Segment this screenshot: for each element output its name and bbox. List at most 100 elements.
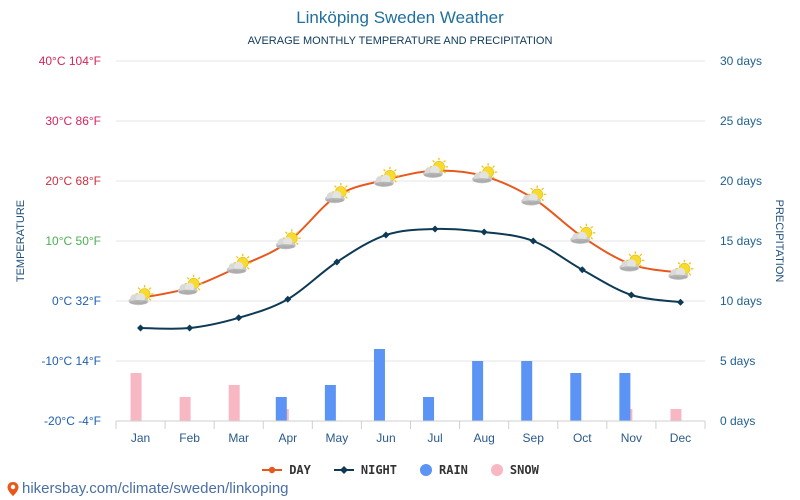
sun-ray	[148, 298, 152, 301]
partly-cloudy-icon	[570, 223, 596, 244]
y-tick-label-right: 15 days	[720, 234, 762, 248]
cloud-shadow	[571, 238, 590, 244]
rain-bar	[570, 373, 582, 421]
partly-cloudy-icon	[521, 185, 547, 206]
cloud-puff	[234, 261, 244, 271]
cloud-icon	[275, 237, 296, 250]
cloud-icon	[570, 231, 591, 244]
x-tick-label: Mar	[228, 431, 249, 445]
cloud-icon	[521, 193, 542, 206]
cloud-puff	[626, 259, 636, 269]
x-tick-label: Jun	[376, 431, 395, 445]
sun-ray	[137, 287, 141, 290]
cloud-puff	[675, 267, 686, 277]
sun-ray	[394, 168, 397, 172]
partly-cloudy-icon	[373, 166, 399, 187]
sun-ray	[590, 225, 594, 229]
cloud-shadow	[620, 266, 639, 271]
cloud-puff	[479, 171, 489, 181]
sun-ray	[246, 255, 250, 259]
cloud-icon	[177, 282, 198, 295]
location-pin-icon	[7, 481, 19, 496]
sun-ray	[295, 242, 299, 246]
cloud-icon	[324, 190, 345, 204]
cloud-icon	[226, 261, 247, 274]
cloud-shadow	[129, 300, 148, 305]
sun-ray	[235, 255, 239, 259]
y-tick-label-left: -10°C 14°F	[41, 354, 101, 368]
x-tick-label: Dec	[670, 431, 691, 445]
sun-ray	[432, 159, 435, 163]
sun-ray	[197, 276, 201, 280]
snow-bar	[670, 409, 682, 421]
rain-bar	[324, 385, 336, 421]
legend-night-label: NIGHT	[360, 463, 397, 477]
sun-ray	[688, 261, 692, 265]
chart-subtitle: AVERAGE MONTHLY TEMPERATURE AND PRECIPIT…	[247, 35, 553, 47]
cloud-shadow	[374, 181, 393, 187]
y-tick-label-right: 5 days	[720, 354, 755, 368]
partly-cloudy-icon	[668, 259, 694, 280]
legend-snow[interactable]: SNOW	[490, 463, 539, 477]
partly-cloudy-icon	[128, 285, 154, 306]
night-point	[382, 231, 390, 239]
cloud-icon	[423, 165, 444, 178]
legend-rain[interactable]: RAIN	[419, 463, 468, 477]
partly-cloudy-icon	[472, 163, 498, 184]
cloud-shadow	[178, 289, 197, 295]
x-tick-label: May	[326, 431, 349, 445]
cloud-shadow	[669, 274, 688, 280]
y-tick-label-right: 10 days	[720, 294, 762, 308]
x-tick-label: Jul	[427, 431, 442, 445]
cloud-icon	[373, 174, 394, 187]
sun-ray	[345, 196, 348, 199]
sun-ray	[148, 287, 152, 290]
y-axis-title-left: TEMPERATURE	[15, 200, 27, 282]
rain-bar	[275, 397, 287, 421]
sun-ray	[295, 231, 299, 235]
legend-night[interactable]: NIGHT	[333, 463, 397, 477]
x-tick-label: Jan	[131, 431, 150, 445]
x-tick-label: Nov	[621, 431, 642, 445]
partly-cloudy-icon	[226, 253, 252, 274]
chart-legend: DAY NIGHT RAIN SNOW	[0, 463, 800, 477]
rain-bar	[373, 349, 385, 421]
y-tick-label-left: 30°C 86°F	[45, 114, 101, 128]
legend-day-marker	[262, 466, 283, 474]
legend-day[interactable]: DAY	[261, 463, 311, 477]
sun-ray	[246, 266, 250, 270]
rain-bar	[521, 361, 533, 421]
x-tick-label: Oct	[573, 431, 592, 445]
y-axis-title-right: PRECIPITATION	[773, 200, 785, 283]
y-tick-label-right: 30 days	[720, 54, 762, 68]
sun-ray	[443, 170, 446, 174]
sun-ray	[579, 225, 583, 229]
rain-bar	[423, 397, 435, 421]
legend-night-marker	[333, 466, 354, 474]
snow-bar	[179, 397, 191, 421]
sun-ray	[186, 276, 190, 280]
night-point	[235, 314, 243, 322]
chart-title: Linköping Sweden Weather	[296, 8, 504, 27]
sun-ray	[688, 272, 692, 276]
sun-ray	[383, 168, 386, 172]
cloud-shadow	[424, 172, 443, 178]
legend-rain-label: RAIN	[439, 463, 468, 477]
y-tick-label-right: 20 days	[720, 174, 762, 188]
cloud-icon	[619, 259, 640, 272]
sun-ray	[677, 261, 681, 265]
y-tick-label-right: 25 days	[720, 114, 762, 128]
legend-snow-label: SNOW	[509, 463, 539, 477]
cloud-puff	[332, 190, 342, 201]
sun-ray	[334, 185, 337, 188]
x-tick-label: Aug	[473, 431, 494, 445]
source-credit[interactable]: hikersbay.com/climate/sweden/linkoping	[6, 480, 289, 497]
cloud-shadow	[325, 198, 344, 203]
night-series-line	[140, 227, 681, 330]
cloud-shadow	[276, 244, 295, 249]
cloud-icon	[668, 267, 689, 280]
cloud-puff	[185, 282, 195, 292]
sun-ray	[481, 165, 484, 169]
night-point	[529, 237, 537, 245]
